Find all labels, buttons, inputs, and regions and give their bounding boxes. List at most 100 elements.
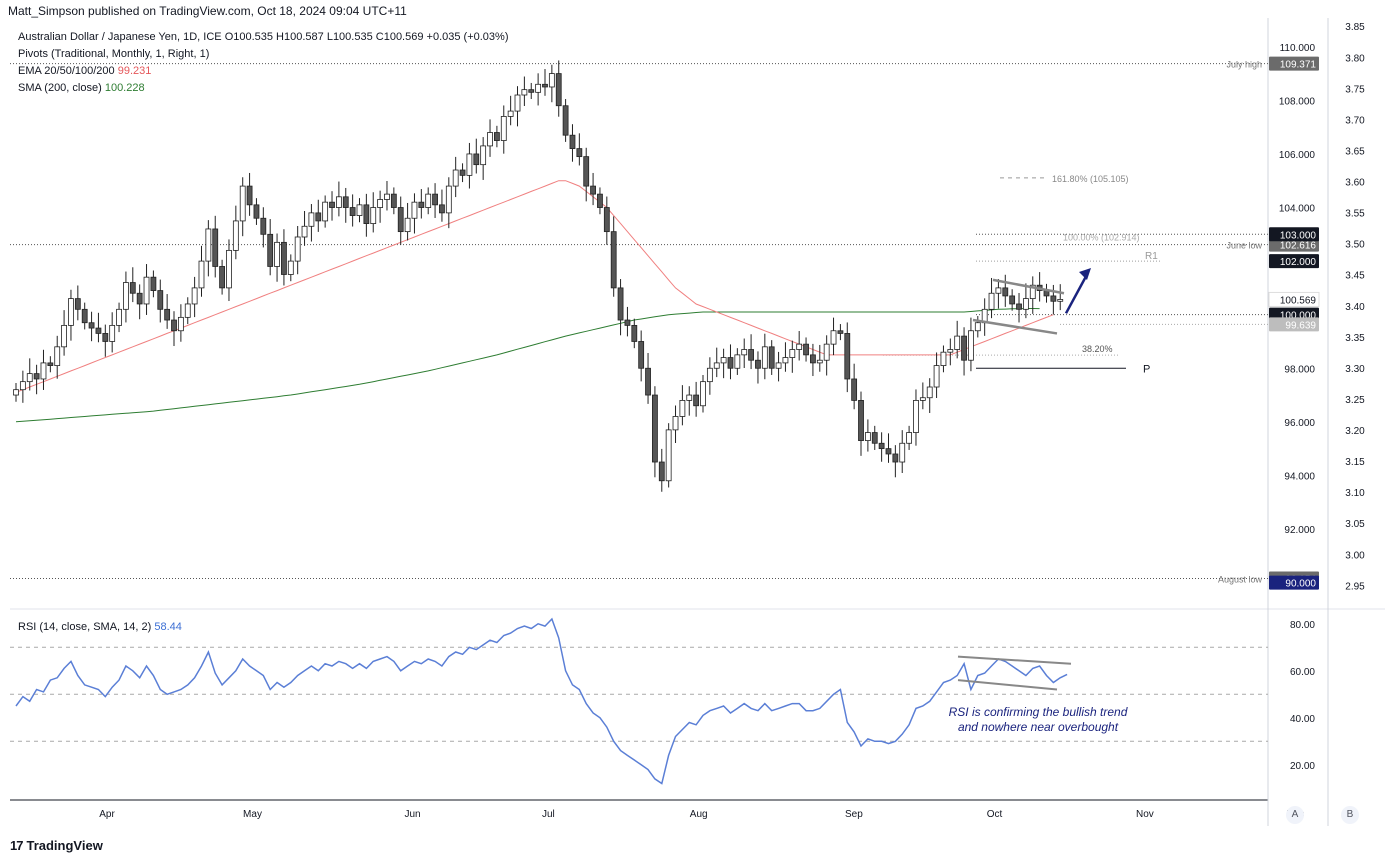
candle-body[interactable] [768,346,775,369]
candle-body[interactable] [700,381,706,407]
candle-body[interactable] [617,287,624,321]
candle-body[interactable] [397,207,404,233]
candle-body[interactable] [164,308,171,321]
candle-body[interactable] [933,365,940,388]
candle-body[interactable] [555,73,562,107]
candle-body[interactable] [528,89,535,93]
candle-body[interactable] [226,249,232,289]
candle-body[interactable] [823,343,830,361]
candle-body[interactable] [1016,303,1022,310]
candle-body[interactable] [1022,298,1029,310]
candle-body[interactable] [906,432,912,444]
candle-body[interactable] [33,373,40,380]
candle-body[interactable] [81,308,88,324]
candle-body[interactable] [466,153,473,176]
candle-body[interactable] [418,201,425,208]
ema-legend[interactable]: EMA 20/50/100/200 99.231 [18,65,151,77]
candle-body[interactable] [287,260,294,275]
candle-body[interactable] [281,241,287,275]
candle-body[interactable] [761,346,768,369]
candle-body[interactable] [342,196,349,208]
axis-b-button[interactable]: B [1341,806,1359,824]
candle-body[interactable] [123,282,129,310]
candle-body[interactable] [686,394,693,401]
candle-body[interactable] [19,381,26,391]
candle-body[interactable] [913,400,919,433]
candle-body[interactable] [232,220,239,251]
candle-body[interactable] [734,354,741,369]
candle-body[interactable] [205,228,212,262]
candle-body[interactable] [177,316,184,332]
rsi-line[interactable] [15,617,1068,785]
candle-body[interactable] [796,343,803,350]
candle-body[interactable] [748,349,754,361]
candle-body[interactable] [968,330,974,361]
candle-body[interactable] [129,282,136,294]
candle-body[interactable] [569,134,576,149]
candle-body[interactable] [54,346,61,366]
candle-body[interactable] [308,212,315,227]
candle-body[interactable] [638,341,645,369]
candle-body[interactable] [892,453,899,463]
candle-body[interactable] [260,217,267,235]
candle-body[interactable] [507,110,514,117]
candle-body[interactable] [919,397,926,401]
candle-body[interactable] [899,442,906,463]
candle-body[interactable] [267,233,274,267]
candle-body[interactable] [693,394,700,407]
candle-body[interactable] [377,199,384,208]
candle-body[interactable] [562,105,569,136]
candle-body[interactable] [521,89,528,96]
candle-body[interactable] [116,308,122,326]
sma-legend[interactable]: SMA (200, close) 100.228 [18,82,145,94]
candle-body[interactable] [789,349,796,358]
candle-body[interactable] [452,169,459,187]
candle-body[interactable] [493,132,500,141]
candle-body[interactable] [335,196,342,208]
candle-body[interactable] [858,400,864,441]
candle-body[interactable] [61,324,67,348]
candle-body[interactable] [432,193,438,206]
candle-body[interactable] [109,324,116,342]
candle-body[interactable] [301,225,308,238]
candle-body[interactable] [150,276,157,291]
candle-body[interactable] [947,349,954,353]
candle-body[interactable] [548,73,555,88]
candle-body[interactable] [590,185,596,195]
candle-body[interactable] [844,333,851,380]
candle-body[interactable] [535,83,542,93]
candle-body[interactable] [143,276,150,305]
candle-body[interactable] [775,362,782,369]
candle-body[interactable] [439,204,445,214]
candle-body[interactable] [480,145,487,166]
candle-body[interactable] [706,367,713,383]
candle-body[interactable] [816,359,823,364]
candle-body[interactable] [363,204,370,224]
candle-body[interactable] [274,241,280,267]
candle-body[interactable] [624,319,631,326]
candle-body[interactable] [755,359,761,369]
candle-body[interactable] [542,83,548,88]
axis-auto-button[interactable]: A [1286,806,1304,824]
candle-body[interactable] [837,330,844,334]
candle-body[interactable] [727,357,734,369]
candle-body[interactable] [576,148,583,158]
candle-body[interactable] [349,207,356,216]
candle-body[interactable] [88,322,95,329]
candle-body[interactable] [184,303,191,318]
rsi-legend[interactable]: RSI (14, close, SMA, 14, 2) 58.44 [18,621,182,633]
candle-body[interactable] [810,354,816,364]
candle-body[interactable] [1057,299,1064,302]
candle-body[interactable] [652,394,658,463]
candle-body[interactable] [95,327,102,334]
candle-body[interactable] [411,201,418,219]
candle-body[interactable] [68,298,74,326]
candle-body[interactable] [322,201,329,222]
candle-body[interactable] [995,287,1002,294]
candle-body[interactable] [603,207,610,233]
candle-body[interactable] [459,169,466,176]
candle-body[interactable] [961,335,967,361]
candle-body[interactable] [219,266,226,289]
candle-body[interactable] [171,319,177,332]
